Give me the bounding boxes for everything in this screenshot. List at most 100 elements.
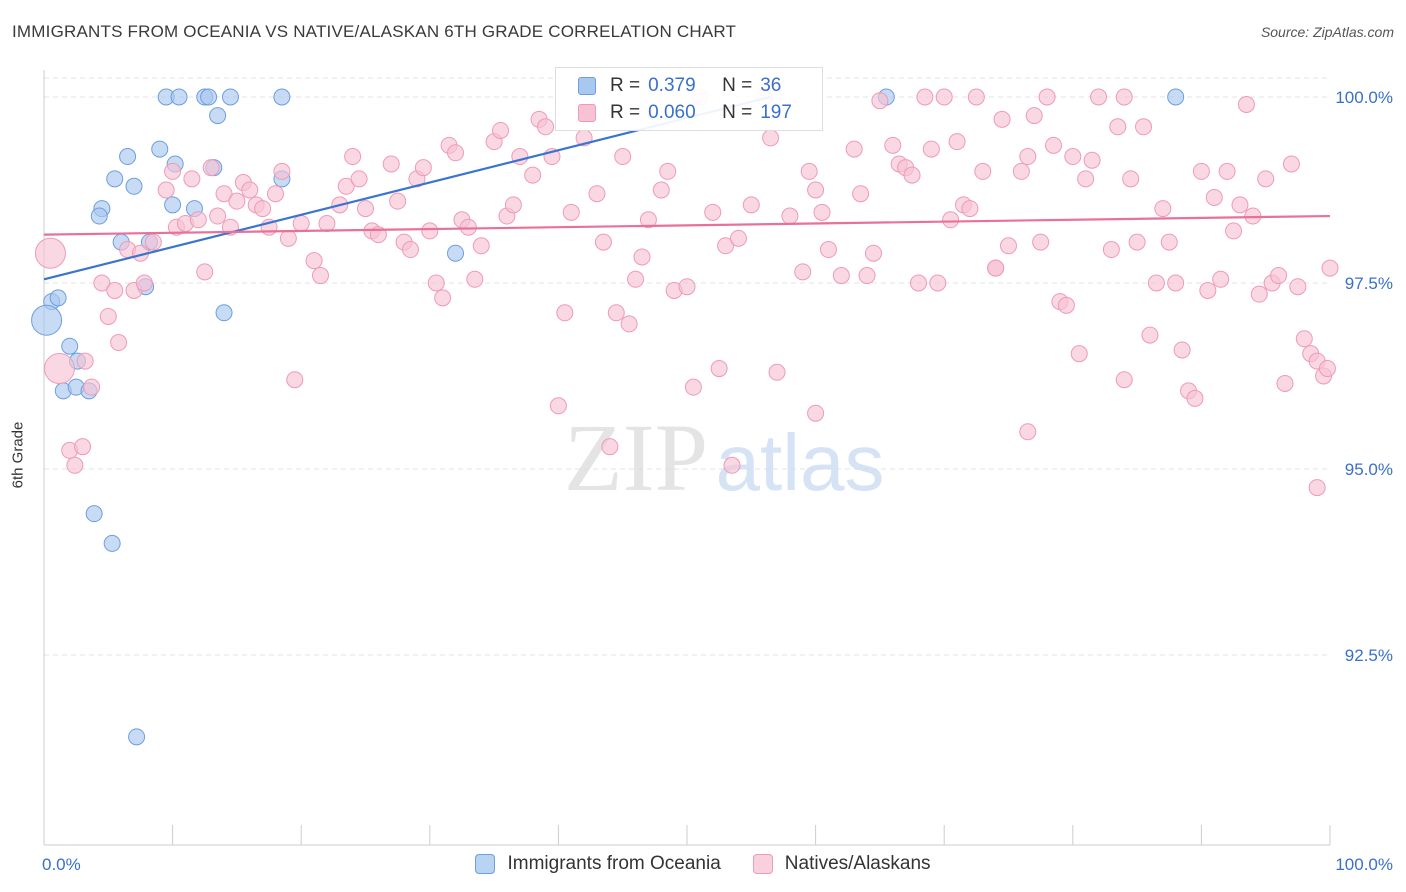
chart-title: IMMIGRANTS FROM OCEANIA VS NATIVE/ALASKA… [12, 22, 737, 41]
stats-legend: R = 0.379 N = 36 R = 0.060 N = 197 [555, 67, 823, 131]
data-point [961, 200, 979, 218]
data-point [1019, 148, 1037, 166]
data-point [594, 233, 612, 251]
data-point [1038, 88, 1056, 106]
data-point [1270, 267, 1288, 285]
data-point [209, 207, 227, 225]
data-point [537, 118, 555, 136]
source-label: Source: ZipAtlas.com [1260, 24, 1394, 40]
data-point [852, 185, 870, 203]
n-value: 36 [760, 75, 782, 96]
data-point [135, 274, 153, 292]
data-point [200, 88, 218, 106]
data-point [389, 192, 407, 210]
data-point [110, 334, 128, 352]
legend-swatch-blue [578, 77, 596, 95]
data-point [90, 207, 108, 225]
legend-item-natives[interactable]: Natives/Alaskans [752, 853, 931, 875]
data-point [144, 233, 162, 251]
data-point [1212, 270, 1230, 288]
y-tick-label: 97.5% [1345, 274, 1393, 293]
data-point [704, 203, 722, 221]
data-point [1192, 162, 1210, 180]
data-point [279, 229, 297, 247]
data-point [781, 207, 799, 225]
data-point [273, 162, 291, 180]
data-point [974, 162, 992, 180]
data-point [357, 200, 374, 218]
stats-legend-row-natives: R = 0.060 N = 197 [578, 101, 792, 125]
data-point [742, 196, 760, 214]
data-point [66, 456, 84, 474]
data-point [1122, 170, 1140, 188]
data-point [1318, 360, 1336, 378]
axis-layer [43, 70, 1331, 846]
data-point [344, 148, 362, 166]
data-point [1077, 170, 1095, 188]
data-point [106, 170, 124, 188]
data-point [1070, 345, 1088, 363]
data-point [151, 140, 169, 158]
data-point [1025, 107, 1043, 125]
data-point [241, 181, 259, 199]
data-point [292, 214, 310, 232]
data-point [1250, 285, 1268, 303]
data-point [1257, 170, 1275, 188]
n-label: N = [722, 102, 753, 123]
data-point [858, 267, 876, 285]
data-point [723, 456, 741, 474]
data-point [128, 728, 146, 746]
r-label: R = [610, 102, 641, 123]
data-point [106, 281, 124, 299]
series-legend: Immigrants from Oceania Natives/Alaskans [0, 853, 1406, 875]
data-point [678, 278, 696, 296]
points-layer [31, 88, 1339, 746]
tick-label-layer: 100.0% 97.5% 95.0% 92.5% 0.0% 100.0% [42, 88, 1393, 874]
r-label: R = [610, 75, 641, 96]
data-point [49, 289, 67, 307]
data-point [1000, 237, 1017, 255]
data-point [215, 304, 233, 322]
data-point [832, 267, 850, 285]
data-point [318, 214, 336, 232]
data-point [447, 244, 465, 262]
data-point [1045, 136, 1063, 154]
legend-item-oceania[interactable]: Immigrants from Oceania [475, 853, 721, 875]
data-point [1237, 95, 1255, 113]
data-point [43, 353, 75, 385]
legend-swatch-pink [752, 854, 773, 874]
data-point [967, 88, 985, 106]
data-point [556, 304, 574, 322]
data-point [119, 148, 137, 166]
data-point [83, 378, 101, 396]
data-point [916, 88, 934, 106]
data-point [504, 196, 522, 214]
data-point [993, 110, 1011, 128]
legend-label: Natives/Alaskans [784, 853, 931, 874]
data-point [164, 162, 182, 180]
data-point [1083, 151, 1101, 169]
data-point [1019, 423, 1037, 441]
data-point [601, 438, 619, 456]
data-point [710, 360, 728, 378]
series-natives [34, 88, 1339, 497]
data-point [762, 129, 780, 147]
data-point [254, 200, 272, 218]
data-point [819, 241, 837, 259]
data-point [466, 270, 484, 288]
watermark-atlas: atlas [716, 418, 885, 507]
data-point [1295, 330, 1313, 348]
data-point [382, 155, 400, 173]
data-point [164, 196, 182, 214]
data-point [1205, 188, 1223, 206]
data-point [659, 162, 677, 180]
data-point [1218, 162, 1236, 180]
data-point [228, 192, 246, 210]
y-tick-label: 92.5% [1345, 646, 1393, 665]
data-point [183, 170, 201, 188]
data-point [1231, 196, 1249, 214]
data-point [909, 274, 927, 292]
data-point [447, 144, 465, 162]
y-tick-label: 95.0% [1345, 460, 1393, 479]
data-point [202, 159, 220, 177]
